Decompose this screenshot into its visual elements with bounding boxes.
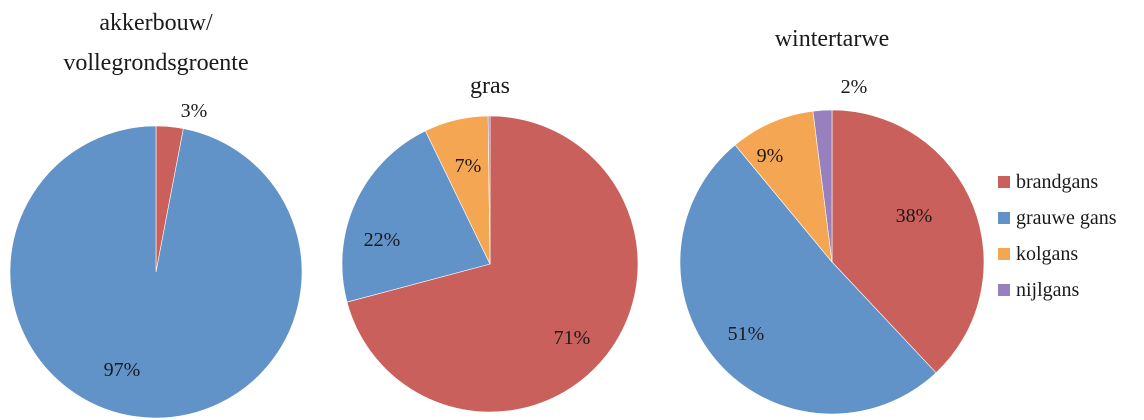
pie-chart-2: gras 71% 22% 7% — [341, 73, 639, 413]
pie-slice-nijlgans — [487, 115, 491, 265]
data-label: 71% — [554, 327, 591, 349]
legend: brandgans grauwe gans kolgans nijlgans — [998, 171, 1117, 301]
pie-slice-nijlgans — [812, 109, 833, 263]
pie-title: akkerbouw/ — [99, 10, 213, 36]
pie-slice-grauwe-gans — [341, 130, 491, 303]
legend-swatch — [998, 212, 1010, 224]
legend-swatch — [998, 176, 1010, 188]
data-label: 7% — [455, 155, 482, 177]
pie-chart-3: wintertarwe 38% 51% 9% 2% — [679, 26, 985, 415]
data-label: 3% — [181, 100, 208, 122]
legend-swatch — [998, 248, 1010, 260]
pie-title: vollegrondsgroente — [63, 50, 248, 76]
pie-slice-grauwe-gans — [9, 125, 303, 419]
data-label: 9% — [757, 145, 784, 167]
data-label: 38% — [896, 205, 933, 227]
legend-swatch — [998, 284, 1010, 296]
legend-label: grauwe gans — [1016, 207, 1117, 229]
pie-slice-kolgans — [734, 110, 833, 263]
pie-slice-brandgans — [831, 109, 985, 374]
data-label: 22% — [364, 229, 401, 251]
data-label: 97% — [104, 359, 141, 381]
legend-label: nijlgans — [1016, 279, 1080, 301]
legend-label: brandgans — [1016, 171, 1098, 193]
pie-slice-grauwe-gans — [679, 144, 937, 415]
pie-title: gras — [470, 73, 510, 99]
data-label: 51% — [728, 323, 765, 345]
data-label: 2% — [841, 76, 868, 98]
pie-slice-brandgans — [346, 115, 639, 413]
pie-title: wintertarwe — [775, 26, 890, 52]
pie-chart-1: akkerbouw/vollegrondsgroente 3% 97% — [9, 10, 303, 419]
legend-label: kolgans — [1016, 243, 1078, 265]
